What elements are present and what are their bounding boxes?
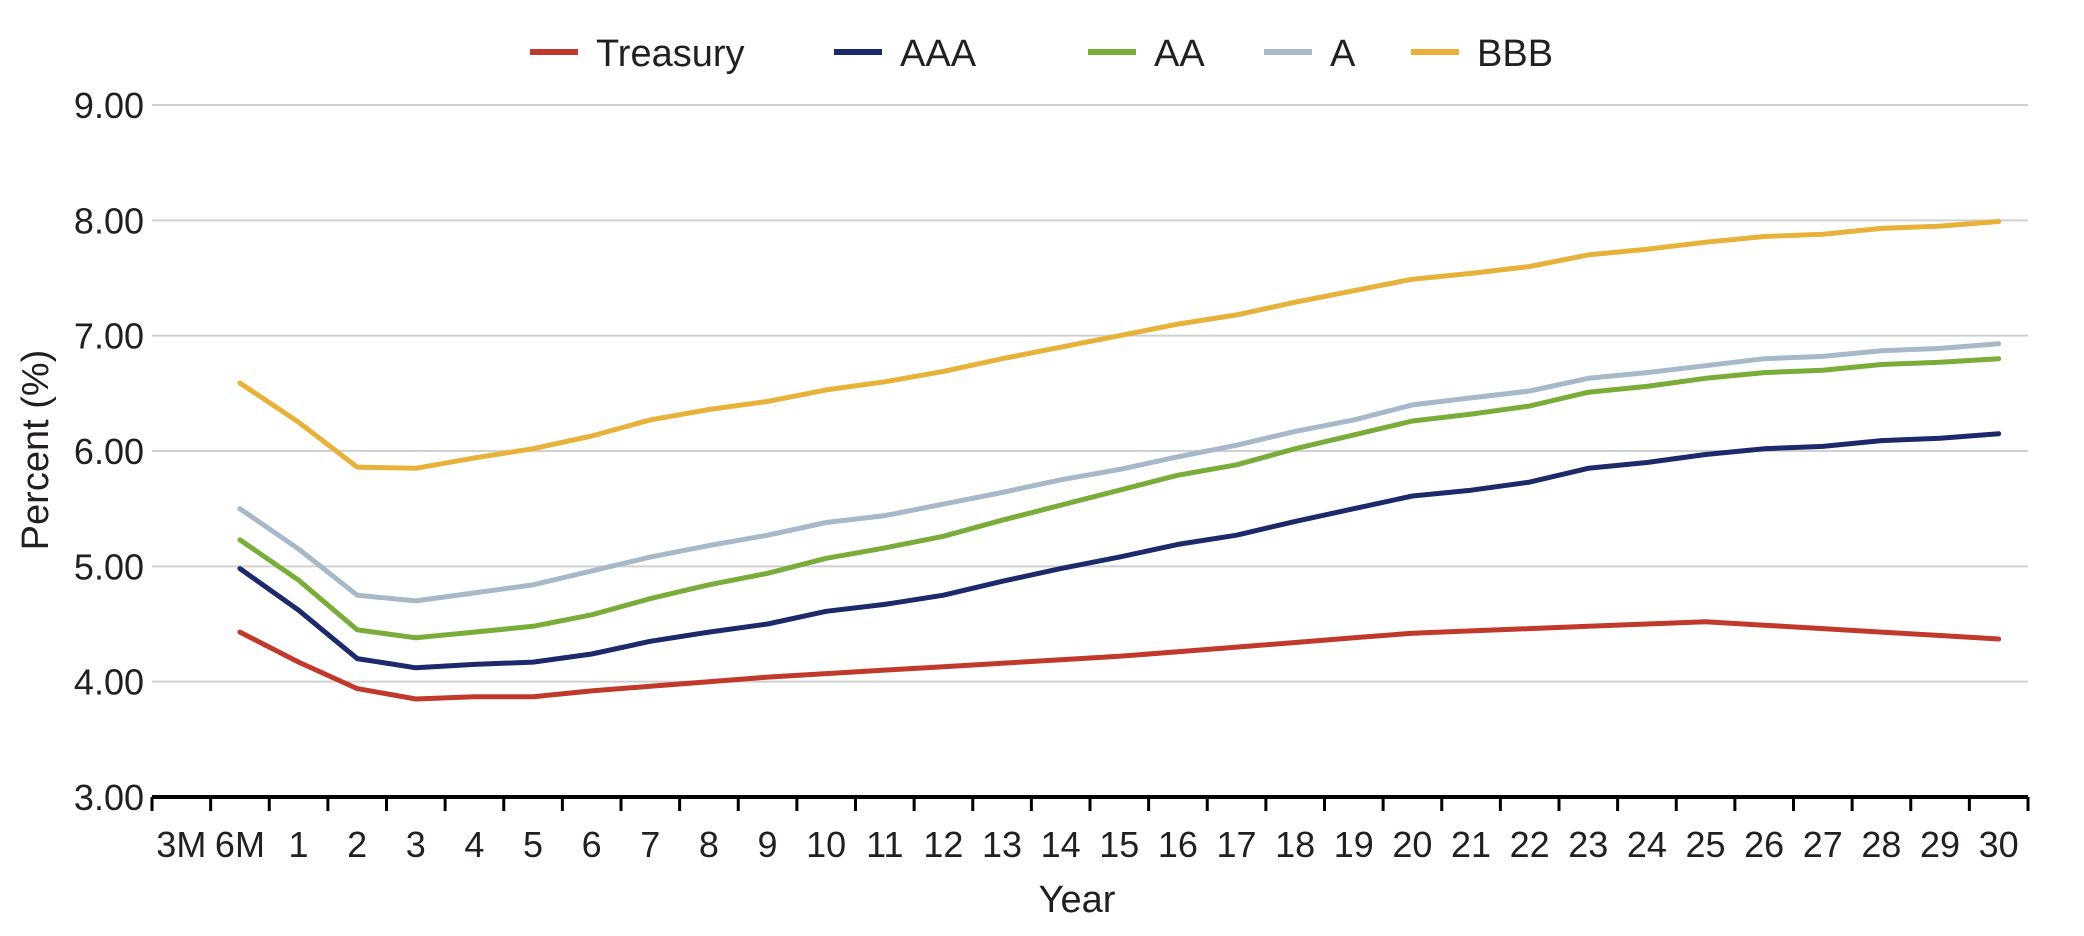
y-tick-label: 4.00 <box>74 662 144 703</box>
legend-label: A <box>1330 33 1356 75</box>
x-tick-label: 21 <box>1451 824 1491 865</box>
legend-label: Treasury <box>596 33 745 75</box>
y-tick-label: 5.00 <box>74 546 144 587</box>
legend-label: AA <box>1154 33 1205 75</box>
legend: Treasury AAA AA A BBB <box>530 33 1553 75</box>
legend-item-bbb: BBB <box>1411 33 1553 75</box>
legend-item-aaa: AAA <box>834 33 977 75</box>
x-tick-label: 13 <box>982 824 1022 865</box>
gridlines <box>152 104 2028 683</box>
series-line-bbb <box>237 219 2002 471</box>
x-tick-label: 7 <box>640 824 660 865</box>
x-axis: 3M 6M 1 2 3 4 5 6 7 8 9 10 11 12 13 14 15 16 17 18 19 20 21 22 2… <box>150 795 2030 865</box>
x-tick-label: 11 <box>866 824 903 865</box>
x-tick-label: 27 <box>1803 824 1843 865</box>
y-tick-label: 7.00 <box>74 316 144 357</box>
x-tick-label: 25 <box>1686 824 1726 865</box>
x-tick-label: 8 <box>699 824 719 865</box>
x-tick-label: 19 <box>1334 824 1374 865</box>
y-tick-label: 3.00 <box>74 777 144 818</box>
x-tick-label: 15 <box>1099 824 1139 865</box>
y-tick-label: 8.00 <box>74 200 144 241</box>
x-axis-title: Year <box>1039 879 1116 921</box>
legend-label: AAA <box>900 33 977 75</box>
series-line-aa <box>237 356 2002 641</box>
legend-item-aa: AA <box>1088 33 1205 75</box>
y-tick-label: 9.00 <box>74 85 144 126</box>
x-tick-label: 22 <box>1510 824 1550 865</box>
x-tick-label: 18 <box>1275 824 1315 865</box>
x-tick-label: 30 <box>1979 824 2019 865</box>
x-tick-label: 24 <box>1627 824 1667 865</box>
y-axis-title: Percent (%) <box>15 350 57 551</box>
x-tick-label: 4 <box>464 824 484 865</box>
x-tick-label: 20 <box>1392 824 1432 865</box>
legend-item-a: A <box>1264 33 1356 75</box>
x-tick-label: 29 <box>1920 824 1960 865</box>
x-tick-label: 2 <box>347 824 367 865</box>
x-tick-label: 5 <box>523 824 543 865</box>
x-tick-label: 3 <box>406 824 426 865</box>
x-tick-label: 23 <box>1568 824 1608 865</box>
series-line-a <box>237 341 2002 604</box>
x-tick-label: 9 <box>758 824 778 865</box>
x-tick-label: 26 <box>1744 824 1784 865</box>
x-tick-label: 16 <box>1158 824 1198 865</box>
x-tick-label: 1 <box>289 824 309 865</box>
legend-item-treasury: Treasury <box>530 33 745 75</box>
y-tick-label: 6.00 <box>74 431 144 472</box>
x-tick-label: 12 <box>923 824 963 865</box>
x-tick-label: 10 <box>806 824 846 865</box>
series-lines <box>237 219 2002 702</box>
x-tick-label: 17 <box>1217 824 1257 865</box>
x-tick-label: 3M <box>156 824 206 865</box>
y-axis: 3.00 4.00 5.00 6.00 7.00 8.00 9.00 <box>74 85 144 818</box>
x-tick-label: 14 <box>1041 824 1081 865</box>
legend-label: BBB <box>1477 33 1553 75</box>
series-line-aaa <box>237 431 2002 671</box>
x-tick-label: 28 <box>1861 824 1901 865</box>
x-tick-label: 6 <box>582 824 602 865</box>
series-line-treasury <box>237 619 2002 702</box>
x-tick-label: 6M <box>215 824 265 865</box>
